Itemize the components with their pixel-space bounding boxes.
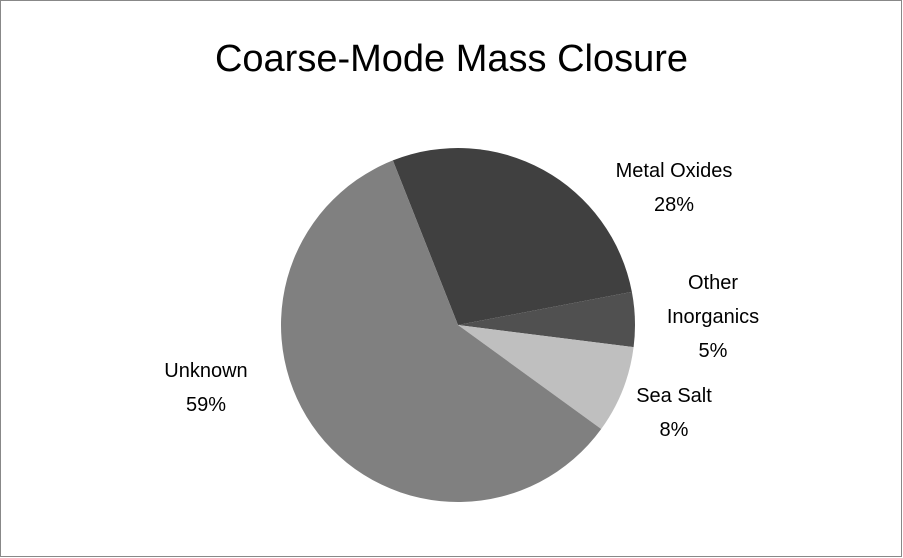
slice-name: Unknown bbox=[164, 360, 248, 382]
slice-value: 28% bbox=[653, 194, 695, 216]
slice-label: Sea Salt 8% bbox=[604, 379, 744, 447]
pie-slice bbox=[280, 160, 602, 502]
slice-value: 5% bbox=[698, 340, 728, 362]
slice-value: 8% bbox=[659, 419, 689, 441]
slice-name: Other Inorganics bbox=[666, 272, 760, 328]
slice-value: 59% bbox=[185, 394, 227, 416]
pie-slice bbox=[458, 325, 634, 430]
pie-slice bbox=[458, 291, 636, 348]
slice-label: Other Inorganics 5% bbox=[653, 266, 773, 368]
pie-slice bbox=[392, 148, 632, 325]
slice-label: Unknown 59% bbox=[136, 354, 276, 422]
slice-label: Metal Oxides 28% bbox=[594, 154, 754, 222]
slice-name: Metal Oxides bbox=[615, 160, 733, 182]
chart-title: Coarse-Mode Mass Closure bbox=[214, 38, 689, 80]
slice-name: Sea Salt bbox=[636, 385, 712, 407]
